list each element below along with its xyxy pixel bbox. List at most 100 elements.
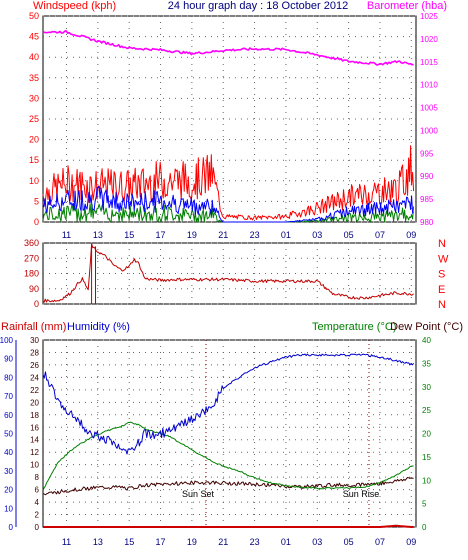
- wind-y-tick-35: 35: [29, 73, 39, 83]
- dir-compass-1: W: [438, 253, 449, 265]
- humidity-y-tick-60: 60: [4, 411, 13, 420]
- wind-green-line: [42, 202, 415, 223]
- humidity-y-tick-20: 20: [4, 486, 13, 495]
- baro-y-tick-1000: 1000: [420, 126, 438, 135]
- rain-y-tick-0: 0: [35, 523, 40, 532]
- hum-x-tick-11: 11: [62, 537, 71, 547]
- humidity-y-tick-70: 70: [4, 392, 13, 401]
- humidity-y-tick-100: 100: [0, 336, 14, 345]
- baro-y-tick-1015: 1015: [420, 58, 438, 67]
- wind-x-tick-21: 21: [218, 230, 228, 240]
- rainfall-axis-label: Rainfall (mm): [1, 321, 66, 333]
- rain-y-tick-14: 14: [30, 436, 39, 445]
- baro-y-tick-995: 995: [420, 149, 434, 158]
- rain-y-tick-4: 4: [35, 498, 40, 507]
- wind-x-tick-09: 09: [406, 230, 416, 240]
- temperature-line: [42, 421, 414, 491]
- dir-y-tick-270: 270: [24, 253, 39, 263]
- temperature-axis-label: Temperature (°C): [312, 321, 396, 333]
- temp-y-tick-5: 5: [422, 500, 427, 509]
- wind-x-tick-13: 13: [93, 230, 103, 240]
- temp-y-tick-10: 10: [422, 476, 431, 485]
- rain-y-tick-22: 22: [30, 386, 39, 395]
- wind-y-tick-25: 25: [29, 114, 39, 124]
- wind-y-tick-50: 50: [29, 11, 39, 21]
- wind-y-tick-0: 0: [34, 217, 39, 227]
- baro-y-tick-990: 990: [420, 172, 434, 181]
- wind-x-tick-07: 07: [375, 230, 385, 240]
- rain-y-tick-24: 24: [30, 373, 39, 382]
- hum-x-tick-15: 15: [124, 537, 134, 547]
- rain-y-tick-18: 18: [30, 411, 39, 420]
- windspeed-axis-label: Windspeed (kph): [33, 0, 116, 12]
- humidity-line: [42, 353, 414, 455]
- hum-x-tick-13: 13: [93, 537, 103, 547]
- baro-y-tick-1005: 1005: [420, 104, 438, 113]
- baro-y-tick-1025: 1025: [420, 12, 438, 21]
- rain-y-tick-30: 30: [30, 336, 39, 345]
- wind-x-tick-11: 11: [62, 230, 71, 240]
- wind-y-tick-40: 40: [29, 52, 39, 62]
- rain-y-tick-16: 16: [30, 423, 39, 432]
- wind-y-tick-45: 45: [29, 32, 39, 42]
- dir-compass-2: S: [438, 269, 445, 281]
- humidity-y-tick-0: 0: [9, 523, 14, 532]
- temp-y-tick-35: 35: [422, 359, 431, 368]
- wind-x-tick-01: 01: [281, 230, 291, 240]
- rain-y-tick-12: 12: [30, 448, 39, 457]
- temp-y-tick-30: 30: [422, 383, 431, 392]
- dir-y-tick-360: 360: [24, 238, 39, 248]
- baro-y-tick-985: 985: [420, 195, 434, 204]
- rain-y-tick-8: 8: [35, 473, 40, 482]
- barometer-line: [42, 30, 414, 66]
- hum-x-tick-07: 07: [375, 537, 385, 547]
- wind-gust-line: [42, 145, 415, 221]
- dir-compass-0: N: [438, 238, 446, 250]
- rainfall-line: [43, 524, 414, 528]
- annotation-label-0: Sun Set: [182, 489, 215, 499]
- rain-y-tick-20: 20: [30, 398, 39, 407]
- rain-y-tick-2: 2: [35, 511, 40, 520]
- dewpoint-axis-label: Dew Point (°C): [390, 321, 463, 333]
- temp-y-tick-25: 25: [422, 406, 431, 415]
- wind-y-tick-15: 15: [29, 155, 39, 165]
- barometer-axis-label: Barometer (hba): [367, 0, 447, 12]
- humidity-y-tick-90: 90: [4, 355, 13, 364]
- rain-y-tick-28: 28: [30, 348, 39, 357]
- rain-y-tick-6: 6: [35, 486, 40, 495]
- humidity-y-tick-80: 80: [4, 373, 13, 382]
- humidity-y-tick-50: 50: [4, 430, 13, 439]
- hum-x-tick-19: 19: [187, 537, 197, 547]
- hum-x-tick-05: 05: [344, 537, 354, 547]
- baro-y-tick-1010: 1010: [420, 81, 438, 90]
- dir-y-tick-90: 90: [29, 284, 39, 294]
- dewpoint-line: [42, 477, 414, 496]
- dir-compass-4: N: [438, 299, 446, 311]
- wind-x-tick-23: 23: [250, 230, 260, 240]
- rain-y-tick-10: 10: [30, 461, 39, 470]
- wind-y-tick-5: 5: [34, 196, 39, 206]
- hum-x-tick-03: 03: [312, 537, 322, 547]
- temp-y-tick-0: 0: [422, 523, 427, 532]
- dir-y-tick-0: 0: [34, 299, 39, 309]
- chart-title: 24 hour graph day : 18 October 2012: [168, 0, 348, 12]
- rain-y-tick-26: 26: [30, 361, 39, 370]
- hum-x-tick-09: 09: [406, 537, 416, 547]
- humidity-y-tick-10: 10: [4, 504, 13, 513]
- hum-x-tick-23: 23: [250, 537, 260, 547]
- annotation-label-1: Sun Rise: [343, 489, 380, 499]
- dir-y-tick-180: 180: [24, 269, 39, 279]
- temp-y-tick-20: 20: [422, 430, 431, 439]
- baro-y-tick-980: 980: [420, 218, 434, 227]
- wind-x-tick-19: 19: [187, 230, 197, 240]
- wind-y-tick-30: 30: [29, 93, 39, 103]
- temp-y-tick-15: 15: [422, 453, 431, 462]
- temp-y-tick-40: 40: [422, 336, 431, 345]
- hum-x-tick-17: 17: [156, 537, 166, 547]
- wind-x-tick-17: 17: [156, 230, 166, 240]
- wind-x-tick-15: 15: [124, 230, 134, 240]
- humidity-axis-label: Humidity (%): [67, 321, 130, 333]
- wind-direction-line: [42, 243, 414, 303]
